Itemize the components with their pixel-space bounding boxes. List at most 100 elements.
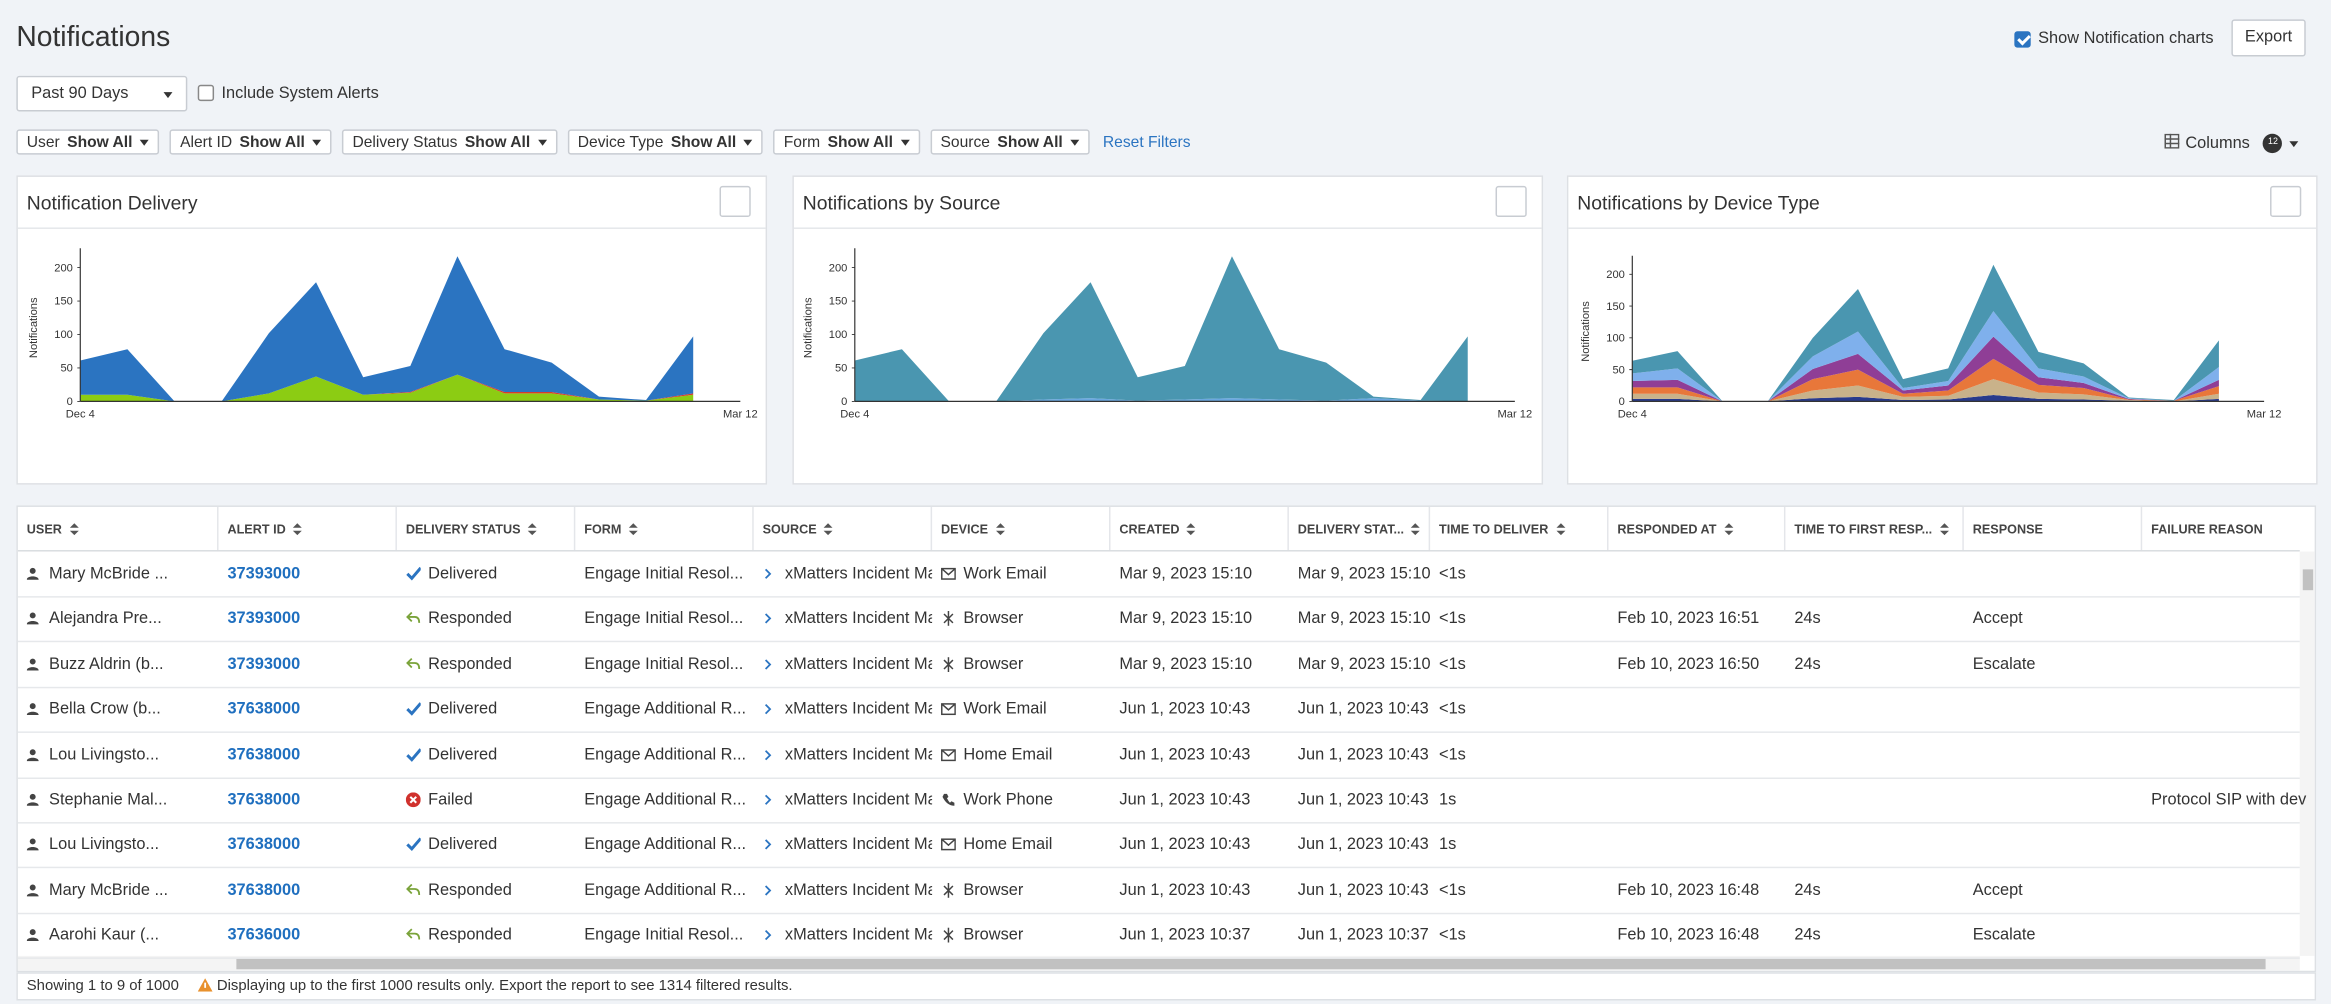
sort-icon [1411,523,1421,537]
table-cell[interactable]: 37636000 [219,913,397,958]
column-header[interactable]: DELIVERY STAT... [1289,506,1431,552]
column-header[interactable]: RESPONSE [1964,506,2143,552]
range-dropdown[interactable]: Past 90 Days [16,75,188,112]
cell-text: <1s [1439,926,1466,945]
column-header[interactable]: DELIVERY STATUS [397,506,576,552]
table-cell: Mar 9, 2023 15:10 [1110,642,1288,687]
cell-text: xMatters Incident Ma... [784,745,932,764]
table-cell[interactable]: 37638000 [219,687,397,732]
filter-dropdown[interactable]: Source Show All [930,129,1090,156]
filter-dropdown[interactable]: Device Type Show All [567,129,763,156]
table-cell: Browser [932,597,1110,642]
column-header[interactable]: ALERT ID [219,506,397,552]
y-tick-label: 200 [54,262,73,274]
chart-panel: Notifications by Device Type 0 50 100 150 200… [1566,175,2318,485]
row-line [17,641,2300,643]
filter-dropdown[interactable]: Alert ID Show All [169,129,332,156]
area-series [80,256,694,402]
area-series [1632,394,2219,402]
filter-label: Alert ID [180,134,233,153]
cell-text: Engage Additional R... [584,790,747,809]
cell-text: Feb 10, 2023 16:48 [1617,926,1760,945]
cell-icon [764,704,772,715]
table-cell: Stephanie Mal... [18,777,219,822]
warning-text: Displaying up to the first 1000 results … [216,978,793,995]
cell-icon [406,747,422,762]
filter-value: Show All [67,134,133,153]
table-cell: Browser [932,868,1110,913]
table-cell: Mar 9, 2023 15:10 [1110,597,1288,642]
table-cell: Jun 1, 2023 10:43 [1289,777,1430,822]
cell-text: Mar 9, 2023 15:10 [1119,564,1253,583]
table-cell: Jun 1, 2023 10:43 [1110,823,1288,868]
charts-checkbox-label[interactable]: Show Notification charts [2038,29,2214,48]
filter-dropdown[interactable]: Delivery Status Show All [342,129,557,156]
cell-icon [764,749,772,760]
column-header[interactable]: CREATED [1110,506,1289,552]
cell-text: <1s [1439,881,1466,900]
table-cell: 24s [1785,868,1963,913]
cell-text: Engage Additional R... [584,836,747,854]
columns-label: Columns [2185,134,2250,153]
column-header-label: FORM [584,521,622,537]
table-cell[interactable]: 37638000 [219,868,397,913]
expand-button[interactable] [719,185,751,218]
column-header[interactable]: FORM [575,506,754,552]
table-cell: xMatters Incident Ma... [754,597,932,642]
cell-text: 37638000 [227,790,301,809]
table-cell[interactable]: 37393000 [219,552,397,597]
table-cell: Bella Crow (b... [18,687,219,732]
cell-text: 1s [1439,836,1457,854]
table-cell: Feb 10, 2023 16:48 [1609,868,1786,913]
cell-text: Mar 9, 2023 15:10 [1297,610,1431,628]
system-alerts-label[interactable]: Include System Alerts [221,84,379,103]
column-header[interactable]: SOURCE [754,506,933,552]
cell-text: Responded [428,926,512,945]
table-cell[interactable]: 37393000 [219,597,397,642]
column-header[interactable]: RESPONDED AT [1609,506,1786,552]
cell-icon [764,840,772,851]
column-header-label: CREATED [1119,521,1180,537]
x-tick-label: Mar 12 [1498,409,1533,421]
grid-icon [2164,134,2180,150]
chart-title: Notifications by Device Type [1577,191,1820,215]
cell-icon [764,930,772,941]
expand-button[interactable] [1495,185,1527,218]
table-cell: Delivered [397,552,575,597]
cell-text: Stephanie Mal... [49,790,168,809]
export-button[interactable]: Export [2231,19,2306,57]
cell-text: Lou Livingsto... [49,745,160,764]
reset-filters-link[interactable]: Reset Filters [1102,133,1191,152]
cell-text: 37638000 [227,836,301,854]
cell-text: 24s [1794,655,1821,674]
cell-icon [943,928,954,943]
table-cell: Work Phone [932,777,1110,822]
column-header[interactable]: DEVICE [932,506,1111,552]
column-header[interactable]: TIME TO DELIVER [1430,506,1609,552]
table-cell: Delivered [397,823,575,868]
cell-icon [943,656,954,672]
column-header[interactable]: USER [18,506,219,552]
cell-icon [406,702,422,717]
table-cell[interactable]: 37393000 [219,642,397,687]
column-header-label: SOURCE [762,521,817,537]
table-cell[interactable]: 37638000 [219,777,397,822]
column-header[interactable]: TIME TO FIRST RESP... [1785,506,1964,552]
expand-button[interactable] [2270,185,2302,218]
column-header[interactable]: FAILURE REASON [2142,507,2314,552]
filter-dropdown[interactable]: Form Show All [773,129,920,156]
system-alerts-checkbox[interactable] [197,84,215,102]
charts-checkbox[interactable] [2014,31,2031,48]
cell-text: 1s [1439,790,1457,809]
table-cell: Mary McBride ... [18,552,219,597]
cell-text: Alejandra Pre... [49,610,162,628]
cell-text: Browser [963,610,1024,628]
table-cell[interactable]: 37638000 [219,732,397,777]
columns-button[interactable]: Columns 12 [2164,133,2299,154]
table-cell[interactable]: 37638000 [219,823,397,868]
cell-icon [26,658,39,671]
cell-text: Work Email [963,564,1047,583]
cell-text: Jun 1, 2023 10:43 [1297,745,1429,764]
column-header-label: DEVICE [941,521,989,537]
filter-dropdown[interactable]: User Show All [16,129,160,156]
